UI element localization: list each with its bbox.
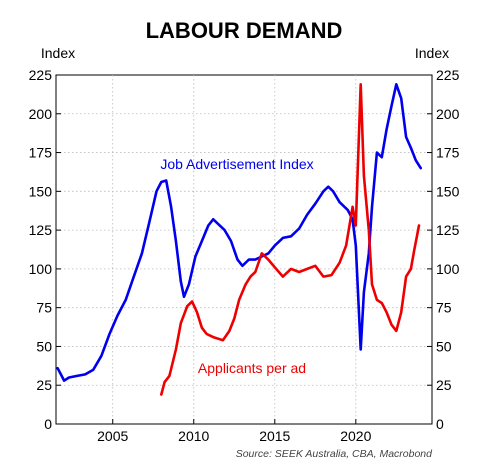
right-y-tick-label: 125 [436, 222, 460, 238]
x-axis: 2005 2010 2015 2020 [97, 419, 372, 444]
left-y-tick-label: 175 [29, 145, 53, 161]
left-y-tick-label: 0 [44, 416, 52, 432]
left-y-tick-label: 150 [29, 183, 53, 199]
right-y-tick-label: 100 [436, 261, 460, 277]
right-y-tick-label: 25 [436, 377, 452, 393]
x-tick-label: 2020 [340, 428, 371, 444]
series-lines [56, 83, 422, 396]
right-y-tick-label: 200 [436, 106, 460, 122]
left-y-tick-label: 50 [36, 338, 52, 354]
chart-title: LABOUR DEMAND [146, 18, 343, 43]
right-y-tick-label: 175 [436, 145, 460, 161]
applicants-per-ad-line [160, 83, 421, 396]
x-tick-label: 2015 [259, 428, 290, 444]
plot-frame [55, 74, 433, 425]
right-y-tick-label: 50 [436, 338, 452, 354]
left-y-tick-label: 100 [29, 261, 53, 277]
right-axis-unit: Index [415, 45, 449, 61]
right-y-tick-label: 225 [436, 67, 460, 83]
left-axis-unit: Index [41, 45, 75, 61]
x-tick-label: 2005 [97, 428, 128, 444]
right-y-axis: 0 25 50 75 100 125 150 175 200 225 [427, 67, 460, 432]
left-y-axis: 0 25 50 75 100 125 150 175 200 225 [29, 67, 61, 432]
left-y-tick-label: 75 [36, 300, 52, 316]
left-y-tick-label: 200 [29, 106, 53, 122]
job-ad-index-line [56, 83, 422, 382]
x-tick-label: 2010 [178, 428, 209, 444]
job-ad-index-label: Job Advertisement Index [160, 156, 313, 172]
right-y-tick-label: 75 [436, 300, 452, 316]
applicants-per-ad-label: Applicants per ad [198, 360, 306, 376]
source-note: Source: SEEK Australia, CBA, Macrobond [236, 448, 433, 460]
left-y-tick-label: 125 [29, 222, 53, 238]
right-y-tick-label: 0 [436, 416, 444, 432]
left-y-tick-label: 25 [36, 377, 52, 393]
left-y-tick-label: 225 [29, 67, 53, 83]
right-y-tick-label: 150 [436, 183, 460, 199]
